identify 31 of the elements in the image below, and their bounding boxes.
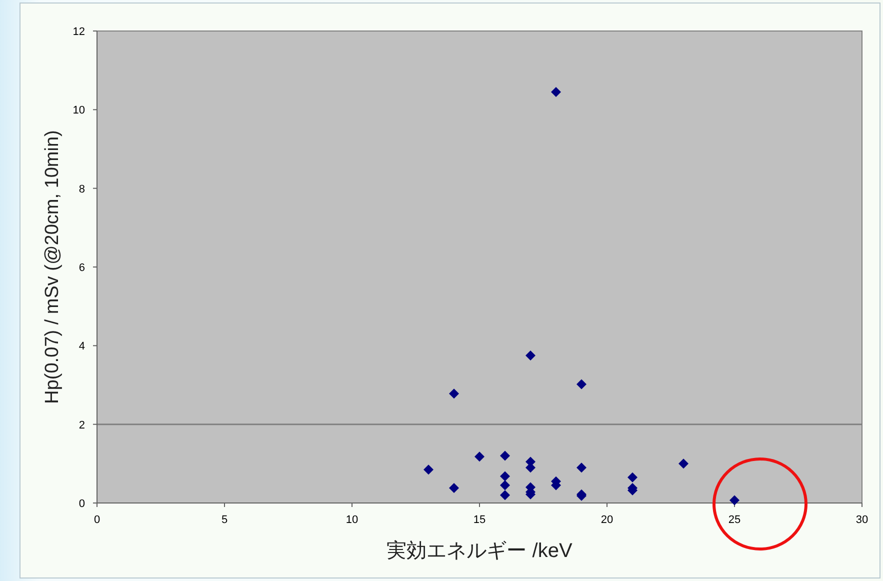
x-tick-label: 10 <box>346 514 358 526</box>
y-tick-label: 6 <box>78 262 85 274</box>
point <box>474 452 484 462</box>
x-tick-label: 20 <box>600 514 614 526</box>
point <box>526 350 536 360</box>
x-tick-label: 25 <box>728 514 741 526</box>
point <box>500 490 510 500</box>
x-tick-label: 15 <box>473 514 486 526</box>
point <box>678 458 688 469</box>
point <box>628 472 638 482</box>
point <box>576 379 586 390</box>
point <box>424 464 434 475</box>
point <box>449 483 459 494</box>
point <box>500 471 510 482</box>
x-tick-label: 5 <box>221 514 228 526</box>
y-tick-label: 2 <box>78 419 85 432</box>
point <box>730 495 740 506</box>
point <box>576 462 586 473</box>
point <box>551 86 561 97</box>
y-tick-label: 8 <box>78 183 85 196</box>
x-tick-label: 30 <box>856 514 868 526</box>
x-tick-label: 0 <box>94 514 100 526</box>
y-tick-label: 0 <box>78 498 85 510</box>
y-tick-label: 12 <box>72 26 85 38</box>
y-tick-label: 10 <box>72 104 85 117</box>
y-axis-title: Hp(0.07) / mSv (@20cm, 10min) <box>42 130 63 404</box>
point <box>500 450 510 461</box>
point <box>500 480 510 490</box>
y-tick-label: 4 <box>78 340 85 353</box>
x-axis-title: 実効エネルギー /keV <box>386 539 573 562</box>
point <box>449 388 459 399</box>
